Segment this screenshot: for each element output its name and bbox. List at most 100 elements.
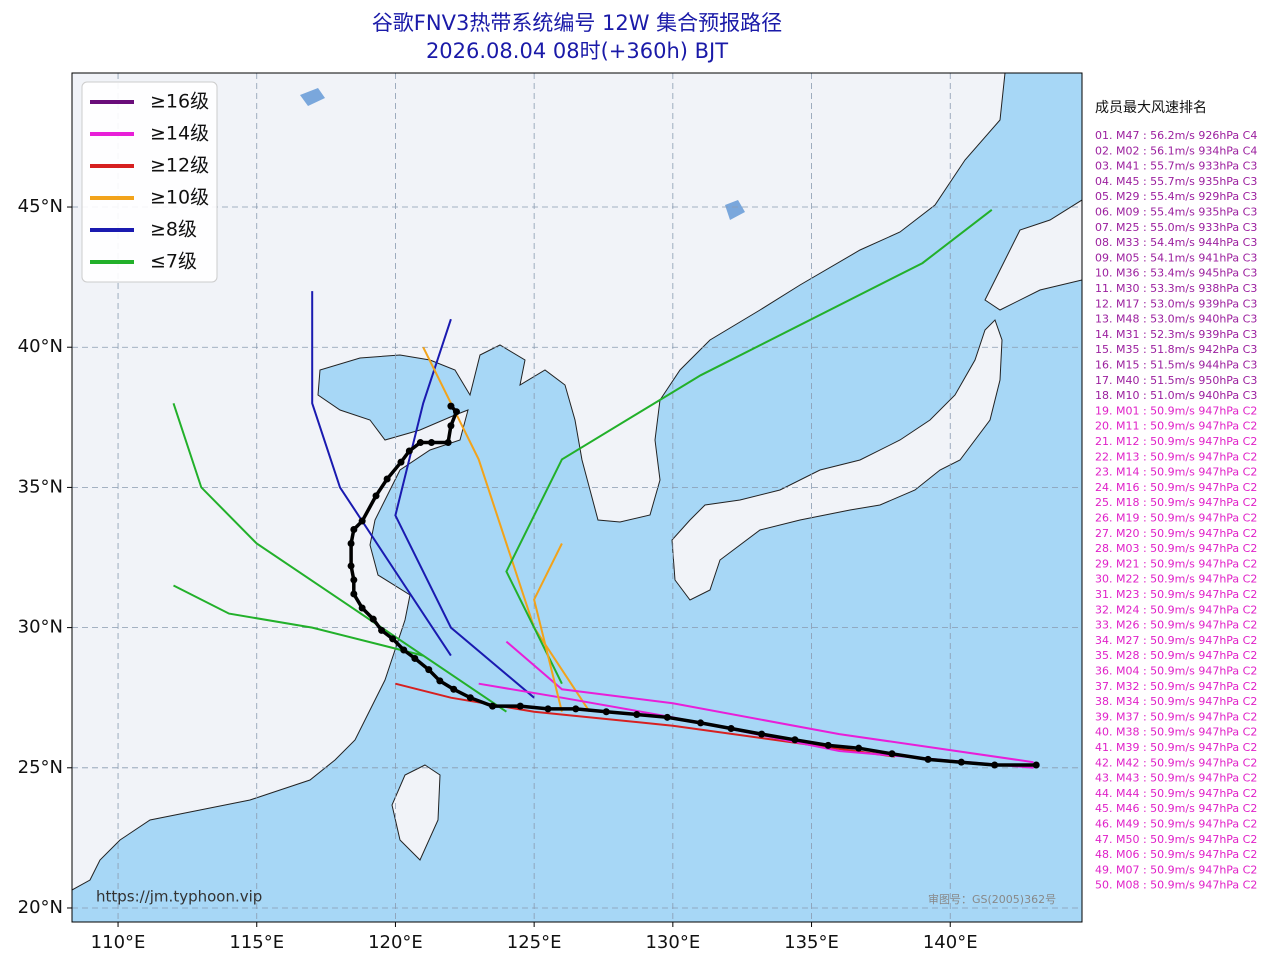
ranking-item: 12. M17 : 53.0m/s 939hPa C3 [1095, 297, 1257, 310]
ranking-item: 42. M42 : 50.9m/s 947hPa C2 [1095, 756, 1257, 769]
member-track [173, 584, 507, 713]
mean-track-point [350, 525, 358, 533]
approval-no: 审图号：GS(2005)362号 [928, 892, 1056, 906]
member-track [172, 402, 424, 657]
legend-label: ≥10级 [150, 187, 209, 209]
mean-track-point [697, 719, 705, 727]
taiwan [391, 764, 441, 861]
ranking-item: 41. M39 : 50.9m/s 947hPa C2 [1095, 741, 1257, 754]
ranking-item: 37. M32 : 50.9m/s 947hPa C2 [1095, 680, 1257, 693]
ranking-item: 36. M04 : 50.9m/s 947hPa C2 [1095, 665, 1257, 678]
ranking-item: 38. M34 : 50.9m/s 947hPa C2 [1095, 695, 1257, 708]
ranking-item: 26. M19 : 50.9m/s 947hPa C2 [1095, 512, 1257, 525]
mean-track-point [924, 755, 932, 763]
y-tick-label: 35°N [18, 476, 63, 497]
x-tick-label: 130°E [645, 932, 700, 953]
mean-track-point [602, 708, 610, 716]
ranking-item: 43. M43 : 50.9m/s 947hPa C2 [1095, 772, 1257, 785]
member-track [422, 346, 591, 713]
mean-track-point [436, 677, 444, 685]
ranking-item: 27. M20 : 50.9m/s 947hPa C2 [1095, 527, 1257, 540]
mean-track-point [411, 654, 419, 662]
mean-track-point [957, 758, 965, 766]
mean-track-point [758, 730, 766, 738]
ranking-item: 05. M29 : 55.4m/s 929hPa C3 [1095, 190, 1257, 203]
x-tick-label: 135°E [784, 932, 839, 953]
ranking-item: 13. M48 : 53.0m/s 940hPa C3 [1095, 313, 1257, 326]
ranking-item: 10. M36 : 53.4m/s 945hPa C3 [1095, 267, 1257, 280]
mean-track-point [347, 562, 355, 570]
ranking-item: 01. M47 : 56.2m/s 926hPa C4 [1095, 129, 1257, 142]
ranking-item: 32. M24 : 50.9m/s 947hPa C2 [1095, 603, 1257, 616]
ranking-item: 11. M30 : 53.3m/s 938hPa C3 [1095, 282, 1257, 295]
mean-track-point [452, 408, 460, 416]
mean-track-point [400, 646, 408, 654]
member-track [311, 291, 452, 657]
mean-track-point [389, 635, 397, 643]
mean-track-point [369, 615, 377, 623]
mean-track-point [727, 725, 735, 733]
member-track [394, 318, 535, 699]
member-track [395, 682, 895, 758]
title: 谷歌FNV3热带系统编号 12W 集合预报路径 [372, 11, 782, 35]
mean-track-point [544, 705, 552, 713]
ranking-item: 22. M13 : 50.9m/s 947hPa C2 [1095, 450, 1257, 463]
ranking-item: 39. M37 : 50.9m/s 947hPa C2 [1095, 710, 1257, 723]
mean-track-point [383, 475, 391, 483]
mean-track-point [378, 626, 386, 634]
ranking-item: 46. M49 : 50.9m/s 947hPa C2 [1095, 818, 1257, 831]
ranking-item: 44. M44 : 50.9m/s 947hPa C2 [1095, 787, 1257, 800]
ranking-item: 30. M22 : 50.9m/s 947hPa C2 [1095, 573, 1257, 586]
mean-track-point [350, 576, 358, 584]
japan [671, 319, 1003, 601]
mean-track-point [428, 439, 436, 447]
subtitle: 2026.08.04 08时(+360h) BJT [426, 39, 728, 63]
ranking-item: 20. M11 : 50.9m/s 947hPa C2 [1095, 420, 1257, 433]
map-frame [71, 72, 1083, 923]
x-tick-label: 110°E [91, 932, 146, 953]
hokkaido [984, 199, 1082, 311]
ranking-item: 48. M06 : 50.9m/s 947hPa C2 [1095, 848, 1257, 861]
legend-label: ≥14级 [150, 123, 209, 145]
mean-track-point [372, 492, 380, 500]
mean-track-point [447, 402, 455, 410]
ranking-item: 16. M15 : 51.5m/s 944hPa C3 [1095, 359, 1257, 372]
basemap [72, 73, 1082, 922]
mean-track-point [358, 604, 366, 612]
ranking-item: 45. M46 : 50.9m/s 947hPa C2 [1095, 802, 1257, 815]
ranking: 成员最大风速排名 01. M47 : 56.2m/s 926hPa C4 02. … [1095, 100, 1257, 892]
mean-track-point [444, 439, 452, 447]
ranking-item: 15. M35 : 51.8m/s 942hPa C3 [1095, 343, 1257, 356]
member-track [533, 543, 563, 712]
ranking-item: 07. M25 : 55.0m/s 933hPa C3 [1095, 221, 1257, 234]
mean-track-point [350, 590, 358, 598]
legend-label: ≥12级 [150, 155, 209, 177]
x-tick-label: 140°E [923, 932, 978, 953]
mean-track-point [633, 711, 641, 719]
mean-track-point [405, 447, 413, 455]
mean-track-point [358, 517, 366, 525]
mean-track-point [397, 458, 405, 466]
legend-label: ≥16级 [150, 91, 209, 113]
ranking-item: 14. M31 : 52.3m/s 939hPa C3 [1095, 328, 1257, 341]
mean-track-point [425, 666, 433, 674]
x-tick-label: 120°E [368, 932, 423, 953]
ranking-item: 47. M50 : 50.9m/s 947hPa C2 [1095, 833, 1257, 846]
ranking-item: 31. M23 : 50.9m/s 947hPa C2 [1095, 588, 1257, 601]
ranking-item: 34. M27 : 50.9m/s 947hPa C2 [1095, 634, 1257, 647]
ranking-item: 19. M01 : 50.9m/s 947hPa C2 [1095, 404, 1257, 417]
ranking-item: 21. M12 : 50.9m/s 947hPa C2 [1095, 435, 1257, 448]
legend-label: ≤7级 [150, 251, 197, 273]
x-tick-label: 115°E [229, 932, 284, 953]
ranking-item: 18. M10 : 51.0m/s 940hPa C3 [1095, 389, 1257, 402]
mean-track-point [416, 439, 424, 447]
y-tick-label: 45°N [18, 196, 63, 217]
mainland [72, 73, 1006, 891]
ranking-item: 23. M14 : 50.9m/s 947hPa C2 [1095, 466, 1257, 479]
y-tick-label: 40°N [18, 336, 63, 357]
mean-track-point [824, 741, 832, 749]
mean-track-point [855, 744, 863, 752]
mean-track-point [1032, 761, 1040, 769]
member-track [505, 209, 993, 685]
